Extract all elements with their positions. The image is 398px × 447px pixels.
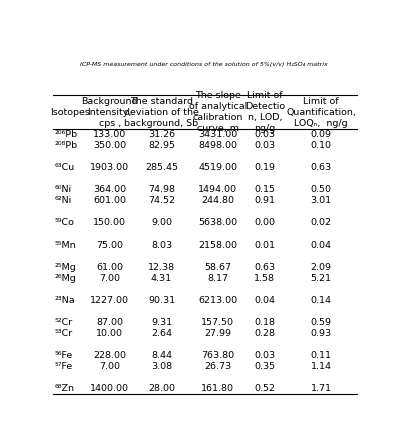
Text: ⁵⁹Co: ⁵⁹Co [55, 219, 74, 228]
Text: 0.50: 0.50 [310, 186, 332, 194]
Text: 0.14: 0.14 [310, 295, 332, 304]
Text: 1.58: 1.58 [254, 274, 275, 283]
Text: 90.31: 90.31 [148, 295, 175, 304]
Text: ²⁰⁸Pb: ²⁰⁸Pb [55, 141, 78, 150]
Text: 31.26: 31.26 [148, 131, 175, 139]
Text: ⁶²Ni: ⁶²Ni [55, 196, 72, 206]
Text: 1400.00: 1400.00 [90, 384, 129, 393]
Text: 5638.00: 5638.00 [198, 219, 237, 228]
Text: 364.00: 364.00 [93, 186, 126, 194]
Text: 74.98: 74.98 [148, 186, 175, 194]
Text: 150.00: 150.00 [93, 219, 126, 228]
Text: 285.45: 285.45 [145, 164, 178, 173]
Text: ICP-MS measurement under conditions of the solution of 5%(v/v) H₂SO₄ matrix: ICP-MS measurement under conditions of t… [80, 62, 328, 67]
Text: 0.93: 0.93 [310, 329, 332, 337]
Text: ⁵⁶Fe: ⁵⁶Fe [55, 350, 72, 360]
Text: 2.64: 2.64 [151, 329, 172, 337]
Text: 0.28: 0.28 [254, 329, 275, 337]
Text: 228.00: 228.00 [93, 350, 126, 360]
Text: 3431.00: 3431.00 [198, 131, 237, 139]
Text: 244.80: 244.80 [201, 196, 234, 206]
Text: 0.03: 0.03 [254, 350, 275, 360]
Text: The slope
of analytical
calibration
curve, m: The slope of analytical calibration curv… [189, 91, 247, 133]
Text: Limit of
Quantification,
LOQₙ,  ng/g: Limit of Quantification, LOQₙ, ng/g [286, 97, 356, 128]
Text: 350.00: 350.00 [93, 141, 126, 150]
Text: 7.00: 7.00 [100, 274, 120, 283]
Text: 58.67: 58.67 [204, 262, 231, 271]
Text: 2.09: 2.09 [310, 262, 332, 271]
Text: 0.04: 0.04 [310, 240, 332, 249]
Text: 0.18: 0.18 [254, 318, 275, 327]
Text: 0.03: 0.03 [254, 131, 275, 139]
Text: 0.03: 0.03 [254, 141, 275, 150]
Text: 87.00: 87.00 [96, 318, 123, 327]
Text: 9.00: 9.00 [151, 219, 172, 228]
Text: 1.14: 1.14 [310, 362, 332, 371]
Text: ²⁵Mg: ²⁵Mg [55, 262, 76, 271]
Text: 8498.00: 8498.00 [198, 141, 237, 150]
Text: 2158.00: 2158.00 [198, 240, 237, 249]
Text: 0.91: 0.91 [254, 196, 275, 206]
Text: 157.50: 157.50 [201, 318, 234, 327]
Text: 82.95: 82.95 [148, 141, 175, 150]
Text: 0.09: 0.09 [310, 131, 332, 139]
Text: The standard
deviation of the
background, Sb: The standard deviation of the background… [124, 97, 199, 128]
Text: 133.00: 133.00 [93, 131, 127, 139]
Text: 28.00: 28.00 [148, 384, 175, 393]
Text: ⁶⁸Zn: ⁶⁸Zn [55, 384, 74, 393]
Text: 1.71: 1.71 [310, 384, 332, 393]
Text: 0.11: 0.11 [310, 350, 332, 360]
Text: 7.00: 7.00 [100, 362, 120, 371]
Text: 0.10: 0.10 [310, 141, 332, 150]
Text: 0.59: 0.59 [310, 318, 332, 327]
Text: 0.63: 0.63 [254, 262, 275, 271]
Text: 0.02: 0.02 [310, 219, 332, 228]
Text: Isotopes: Isotopes [51, 108, 90, 117]
Text: 161.80: 161.80 [201, 384, 234, 393]
Text: ²³Na: ²³Na [55, 295, 75, 304]
Text: 4.31: 4.31 [151, 274, 172, 283]
Text: 5.21: 5.21 [310, 274, 332, 283]
Text: ⁵²Cr: ⁵²Cr [55, 318, 72, 327]
Text: ⁶⁰Ni: ⁶⁰Ni [55, 186, 72, 194]
Text: 75.00: 75.00 [96, 240, 123, 249]
Text: 0.52: 0.52 [254, 384, 275, 393]
Text: Background
Intensity,
cps ,: Background Intensity, cps , [82, 97, 138, 128]
Text: 0.00: 0.00 [254, 219, 275, 228]
Text: 6213.00: 6213.00 [198, 295, 237, 304]
Text: 0.35: 0.35 [254, 362, 275, 371]
Text: 0.01: 0.01 [254, 240, 275, 249]
Text: ⁵⁷Fe: ⁵⁷Fe [55, 362, 72, 371]
Text: ⁵³Cr: ⁵³Cr [55, 329, 72, 337]
Text: 0.63: 0.63 [310, 164, 332, 173]
Text: ²⁰⁶Pb: ²⁰⁶Pb [55, 131, 78, 139]
Text: 1903.00: 1903.00 [90, 164, 129, 173]
Text: 26.73: 26.73 [204, 362, 231, 371]
Text: 0.04: 0.04 [254, 295, 275, 304]
Text: 8.03: 8.03 [151, 240, 172, 249]
Text: 601.00: 601.00 [93, 196, 126, 206]
Text: 61.00: 61.00 [96, 262, 123, 271]
Text: 0.19: 0.19 [254, 164, 275, 173]
Text: 763.80: 763.80 [201, 350, 234, 360]
Text: 8.44: 8.44 [151, 350, 172, 360]
Text: ⁵⁵Mn: ⁵⁵Mn [55, 240, 76, 249]
Text: 3.08: 3.08 [151, 362, 172, 371]
Text: ²⁶Mg: ²⁶Mg [55, 274, 76, 283]
Text: 12.38: 12.38 [148, 262, 175, 271]
Text: 8.17: 8.17 [207, 274, 228, 283]
Text: ⁶³Cu: ⁶³Cu [55, 164, 75, 173]
Text: 9.31: 9.31 [151, 318, 172, 327]
Text: 1494.00: 1494.00 [198, 186, 237, 194]
Text: 27.99: 27.99 [204, 329, 231, 337]
Text: 0.15: 0.15 [254, 186, 275, 194]
Text: 4519.00: 4519.00 [198, 164, 237, 173]
Text: 10.00: 10.00 [96, 329, 123, 337]
Text: Limit of
Detectio
n, LOD,
ng/g: Limit of Detectio n, LOD, ng/g [245, 91, 285, 133]
Text: 74.52: 74.52 [148, 196, 175, 206]
Text: 1227.00: 1227.00 [90, 295, 129, 304]
Text: 3.01: 3.01 [310, 196, 332, 206]
